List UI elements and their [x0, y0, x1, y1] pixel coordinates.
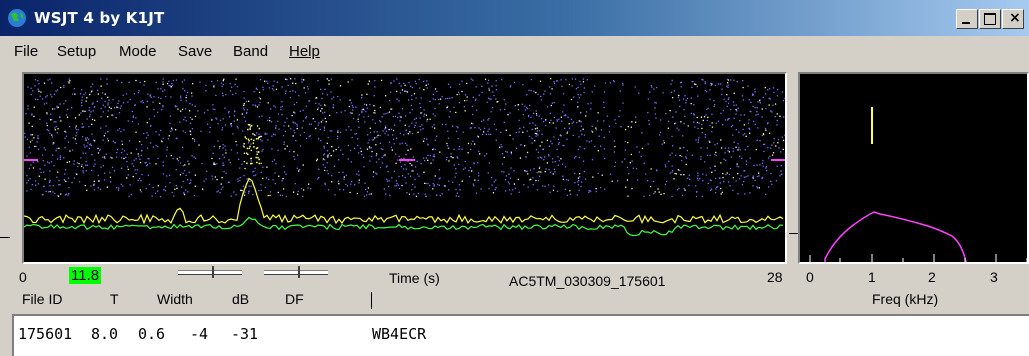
col-db: dB — [232, 291, 250, 307]
menu-help[interactable]: Help — [289, 43, 320, 60]
freq-tick-2: 2 — [928, 269, 936, 285]
time-axis-label: Time (s) — [389, 270, 440, 286]
menu-mode[interactable]: Mode — [119, 43, 157, 60]
freq-axis-label: Freq (kHz) — [872, 291, 939, 307]
waterfall-dots — [24, 78, 785, 198]
maximize-icon — [984, 13, 996, 25]
menu-help-label: Help — [289, 43, 320, 60]
slider-2-track — [264, 270, 328, 275]
close-button[interactable]: × — [1002, 9, 1024, 29]
slider-2-thumb[interactable] — [298, 266, 300, 278]
ping-trace — [24, 177, 784, 225]
col-width: Width — [157, 291, 193, 307]
slider-1-thumb[interactable] — [212, 266, 214, 278]
spectrum-curve — [824, 211, 967, 262]
recording-filename: AC5TM_030309_175601 — [509, 273, 666, 289]
decode-width: 0.6 — [138, 325, 166, 343]
maximize-button[interactable] — [979, 9, 1001, 29]
col-file-id: File ID — [22, 291, 63, 307]
globe-icon — [8, 9, 26, 27]
menu-save[interactable]: Save — [178, 43, 213, 60]
menu-band[interactable]: Band — [233, 43, 269, 60]
baseline-trace — [24, 216, 784, 237]
level-tick-right — [789, 233, 798, 234]
waterfall-panel[interactable] — [22, 72, 787, 264]
decode-message: WB4ECR — [372, 325, 427, 343]
col-t: T — [110, 291, 119, 307]
column-divider — [371, 292, 372, 309]
freq-tick-0: 0 — [806, 269, 814, 285]
col-df: DF — [285, 291, 304, 307]
title-bar[interactable]: WSJT 4 by K1JT × — [0, 0, 1029, 36]
waterfall-plot — [24, 78, 785, 237]
decoded-text-box[interactable]: 175601 8.0 0.6 -4 -31 WB4ECR — [12, 314, 1029, 356]
minimize-button[interactable] — [956, 9, 978, 29]
freq-tick-3: 3 — [990, 269, 998, 285]
menu-setup[interactable]: Setup — [57, 43, 97, 60]
decode-df: -31 — [231, 325, 259, 343]
time-start-label: 0 — [19, 269, 27, 285]
decode-db: -4 — [190, 325, 209, 343]
menu-file[interactable]: File — [14, 43, 39, 60]
decode-file-id: 175601 — [18, 325, 73, 343]
close-icon: × — [1009, 10, 1021, 26]
level-tick-left — [0, 237, 10, 238]
window-title: WSJT 4 by K1JT — [34, 9, 165, 27]
minimize-icon — [962, 22, 970, 24]
freq-tick-1: 1 — [868, 269, 876, 285]
cursor-time-badge: 11.8 — [69, 267, 102, 284]
freq-ticks — [809, 254, 1027, 262]
spectrum-panel[interactable] — [798, 72, 1029, 264]
spectrum-plot — [809, 107, 1027, 262]
decode-t: 8.0 — [91, 325, 119, 343]
menu-bar: File Setup Mode Save Band Help — [0, 36, 1029, 66]
slider-1-track — [178, 270, 242, 275]
time-end-label: 28 — [767, 269, 783, 285]
